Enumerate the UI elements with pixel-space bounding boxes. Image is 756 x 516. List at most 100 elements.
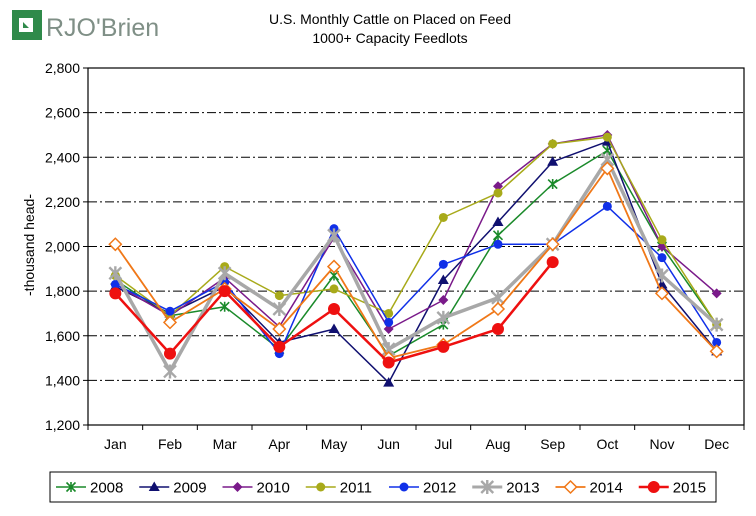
data-point-2013 <box>655 268 669 283</box>
data-point-2013 <box>163 364 177 379</box>
x-tick-label: Mar <box>213 436 237 452</box>
data-point-2013 <box>327 228 341 243</box>
data-point-2013 <box>217 266 232 281</box>
data-point-2009 <box>492 216 504 226</box>
legend-swatch-marker <box>563 479 578 495</box>
series-line-2014 <box>114 167 718 359</box>
logo-mark-glyph <box>19 18 33 32</box>
y-tick-label: 2,000 <box>45 239 80 255</box>
x-tick-label: Apr <box>268 436 290 452</box>
data-point-2011 <box>384 308 394 318</box>
plot-area: 1,200 1,400 1,600 1,800 2,000 2,200 2,400 2,600… <box>45 60 745 452</box>
data-point-2013 <box>108 266 123 281</box>
data-point-2011 <box>274 291 284 301</box>
x-tick-label: Jul <box>434 436 452 452</box>
data-point-2012 <box>384 317 394 327</box>
legend: 2008 2009 2010 2011 2012 2013 2014 2015 <box>49 471 717 503</box>
legend-swatch-marker <box>316 482 326 492</box>
data-point-2009 <box>437 274 449 284</box>
data-point-2013 <box>709 317 724 332</box>
data-point-2015 <box>437 340 450 353</box>
data-point-2008 <box>547 178 558 190</box>
data-point-2010 <box>438 295 449 306</box>
y-tick-label: 2,200 <box>45 194 80 210</box>
data-point-2015 <box>273 340 286 353</box>
legend-label: 2013 <box>506 480 539 497</box>
series-line-2011 <box>114 136 718 326</box>
data-point-2015 <box>382 356 395 369</box>
data-point-2014 <box>326 259 342 274</box>
data-point-2014 <box>272 321 287 337</box>
legend-swatch-marker <box>480 480 495 494</box>
data-point-2009 <box>383 377 395 387</box>
data-point-2015 <box>328 302 340 315</box>
data-point-2015 <box>218 285 231 298</box>
legend-swatch-marker <box>65 481 77 493</box>
data-point-2010 <box>383 324 394 335</box>
y-tick-label: 1,400 <box>45 372 80 388</box>
data-point-2012 <box>602 201 612 211</box>
data-point-2008 <box>492 230 504 241</box>
data-point-2009 <box>547 156 559 166</box>
data-point-2012 <box>657 253 667 263</box>
brand-logo-graphic: RJO'Brien <box>12 10 159 42</box>
x-tick-label: Oct <box>596 436 618 452</box>
x-tick-label: Jan <box>104 436 127 452</box>
data-point-2009 <box>328 323 340 334</box>
legend-item-2015: 2015 <box>638 480 706 497</box>
series-2013 <box>108 152 724 379</box>
legend-item-2008: 2008 <box>56 480 123 497</box>
series-line-2013 <box>113 157 718 374</box>
legend-label: 2012 <box>423 480 456 497</box>
data-point-2014 <box>545 237 560 252</box>
legend-label: 2008 <box>90 480 123 497</box>
x-tick-label: Sep <box>540 436 565 452</box>
legend-item-2011: 2011 <box>305 480 372 497</box>
x-tick-label: Dec <box>704 436 729 452</box>
y-tick-label: 1,200 <box>45 417 80 433</box>
legend-label: 2009 <box>173 480 206 497</box>
data-point-2012 <box>493 239 503 249</box>
legend-item-2013: 2013 <box>472 480 540 497</box>
data-point-2011 <box>329 284 339 294</box>
data-point-2014 <box>162 315 178 330</box>
legend-swatch-marker <box>148 481 160 491</box>
data-point-2014 <box>654 286 670 301</box>
legend-swatch-marker <box>232 482 243 492</box>
data-point-2014 <box>600 161 615 176</box>
data-point-2013 <box>436 310 451 325</box>
data-point-2012 <box>712 337 722 347</box>
chart-subtitle: 1000+ Capacity Feedlots <box>312 30 467 46</box>
data-point-2014 <box>108 237 123 252</box>
y-tick-label: 1,800 <box>45 283 80 299</box>
data-point-2012 <box>165 306 175 316</box>
data-point-2012 <box>438 259 448 269</box>
legend-label: 2010 <box>257 480 290 497</box>
x-tick-label: May <box>321 436 347 452</box>
chart-title: U.S. Monthly Cattle on Placed on Feed <box>269 11 511 27</box>
data-point-2015 <box>164 347 176 360</box>
data-point-2008 <box>219 301 230 312</box>
legend-swatch-marker <box>647 481 660 493</box>
data-point-2010 <box>493 181 503 192</box>
data-point-2012 <box>110 279 120 289</box>
brand-name: RJO'Brien <box>46 14 159 42</box>
data-point-2015 <box>492 323 504 336</box>
data-point-2011 <box>493 188 503 198</box>
y-tick-label: 2,800 <box>45 60 80 76</box>
data-point-2013 <box>272 301 287 316</box>
y-tick-label: 2,400 <box>45 149 80 165</box>
x-tick-label: Jun <box>377 436 400 452</box>
legend-item-2014: 2014 <box>555 479 623 497</box>
data-point-2014 <box>490 301 506 317</box>
legend-label: 2015 <box>673 480 706 497</box>
x-tick-label: Nov <box>650 436 675 452</box>
series-2015 <box>109 256 559 369</box>
data-point-2011 <box>602 132 612 142</box>
legend-item-2010: 2010 <box>222 480 290 497</box>
legend-item-2012: 2012 <box>389 480 456 497</box>
y-tick-label: 2,600 <box>45 105 80 121</box>
y-axis-label: -thousand head- <box>21 194 37 296</box>
data-point-2015 <box>546 256 559 269</box>
